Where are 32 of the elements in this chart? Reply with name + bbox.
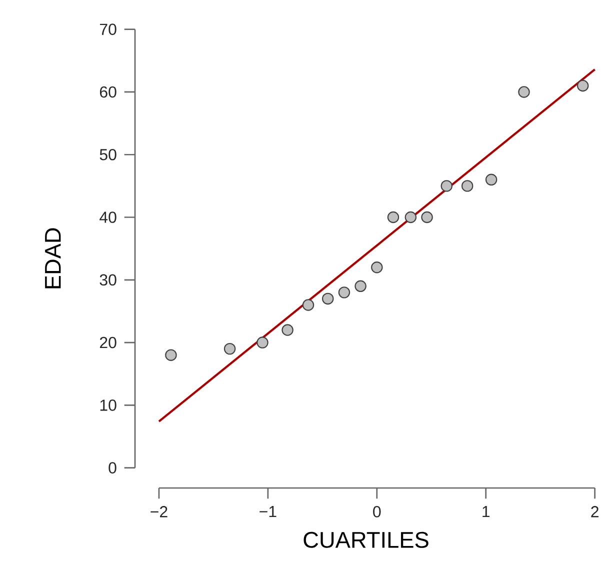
- point: [224, 342, 236, 355]
- y-tick-label: 60: [100, 86, 116, 98]
- point: [461, 180, 474, 192]
- x-tick-label: −2: [150, 506, 168, 518]
- y-tick-label: 40: [100, 212, 116, 223]
- point: [354, 280, 366, 292]
- x-tick-label: −1: [260, 506, 276, 518]
- x-tick-label: 1: [482, 506, 490, 518]
- point: [576, 80, 589, 92]
- y-tick-label: 0: [108, 462, 116, 474]
- y-tick-label: 50: [100, 148, 116, 160]
- point: [387, 211, 400, 224]
- y-tick-label: 30: [100, 274, 116, 286]
- point: [322, 292, 334, 305]
- y-tick-label: 10: [100, 400, 116, 411]
- point: [256, 336, 268, 348]
- x-tick-label: 2: [591, 506, 598, 518]
- y-tick-label: 70: [100, 24, 116, 35]
- point: [282, 324, 294, 336]
- x-axis-title: CUARTILES: [304, 532, 428, 548]
- y-tick-label: 20: [100, 336, 116, 348]
- point: [165, 349, 177, 361]
- x-tick-label: 0: [373, 506, 381, 518]
- point: [302, 299, 314, 311]
- point: [485, 174, 498, 186]
- y-axis-title: EDAD: [45, 228, 61, 288]
- point: [371, 262, 383, 274]
- point: [518, 86, 530, 98]
- point: [338, 286, 350, 298]
- point: [404, 211, 417, 224]
- point: [440, 180, 452, 192]
- point: [421, 211, 433, 224]
